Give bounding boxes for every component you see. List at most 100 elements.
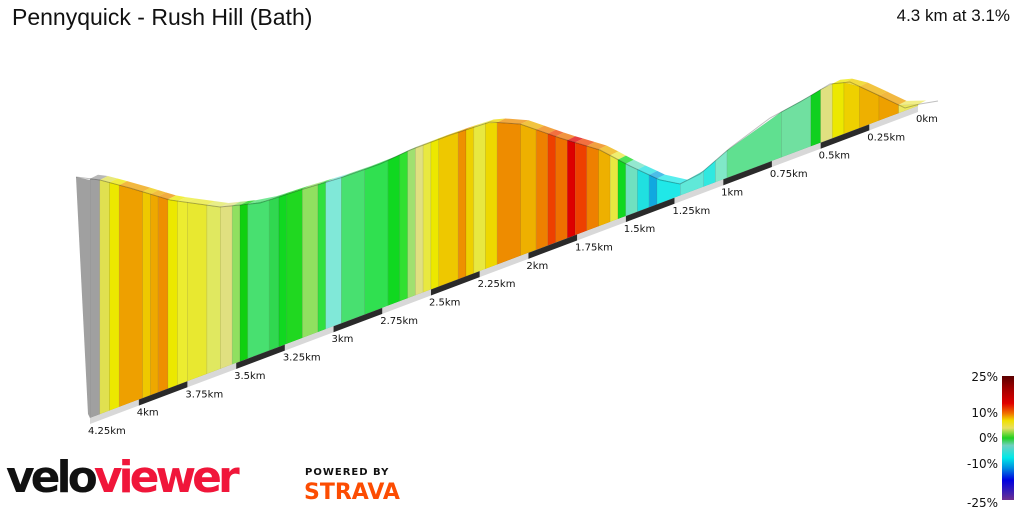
gradient-segment (268, 196, 280, 351)
segment-top-bevel (364, 156, 397, 170)
gradient-segment (99, 179, 110, 415)
segment-top-bevel (317, 178, 334, 185)
segment-top-bevel (567, 136, 584, 143)
segment-top-bevel (586, 142, 607, 150)
gradient-segment (520, 123, 537, 257)
segment-top-bevel (220, 201, 241, 207)
segment-summary: 4.3 km at 3.1% (896, 6, 1010, 25)
gradient-segment (247, 199, 270, 359)
gradient-segment (187, 202, 208, 382)
segment-top-bevel (119, 181, 151, 192)
axis-band-segment (187, 362, 237, 388)
legend-label-minus10: -10% (966, 457, 998, 471)
segment-top-bevel (625, 159, 646, 170)
gradient-segment (109, 182, 120, 412)
segment-top-bevel (399, 147, 416, 155)
gradient-segment (831, 82, 845, 139)
segment-top-bevel (617, 155, 634, 164)
distance-tick-label: 2.5km (429, 298, 460, 309)
gradient-segment (220, 205, 233, 370)
segment-top-bevel (247, 195, 278, 205)
gradient-segment (648, 174, 658, 208)
gradient-segment (325, 177, 342, 330)
gradient-segment (177, 200, 188, 386)
segment-title: Pennyquick - Rush Hill (Bath) (12, 4, 313, 30)
axis-band-segment (674, 179, 724, 204)
gradient-segment (150, 193, 159, 396)
axis-band-segment (430, 271, 480, 296)
gradient-segment (399, 150, 408, 302)
gradient-color-scale (1002, 376, 1014, 500)
segment-top-bevel (187, 198, 215, 206)
gradient-segment (142, 191, 151, 399)
legend-label-minus25: -25% (966, 496, 998, 510)
segment-top-bevel (555, 132, 576, 141)
gradient-segment (609, 154, 619, 223)
segment-top-bevel (150, 190, 167, 197)
segment-top-bevel (407, 143, 424, 152)
segment-top-bevel (843, 78, 868, 87)
legend-label-10: 10% (971, 406, 998, 420)
gradient-segment (438, 131, 459, 288)
gradient-segment (810, 89, 821, 147)
segment-top-bevel (520, 120, 545, 130)
segment-top-bevel (109, 178, 128, 186)
gradient-segment (567, 139, 576, 239)
distance-tick-label: 3.25km (283, 353, 321, 364)
distance-tick-label: 1.75km (575, 242, 613, 253)
segment-top-bevel (158, 192, 176, 200)
gradient-stripes (76, 78, 926, 419)
distance-tick-label: 4.25km (88, 426, 126, 437)
segment-top-bevel (142, 187, 159, 195)
distance-tick-label: 0.75km (770, 169, 808, 180)
segment-top-bevel (167, 195, 186, 202)
axis-band-segment (771, 142, 821, 168)
segment-top-bevel (898, 100, 926, 105)
axis-band-segment (625, 197, 675, 223)
distance-tick-label: 0km (916, 114, 938, 125)
segment-top-bevel (859, 82, 888, 96)
segment-top-bevel (473, 119, 494, 128)
gradient-segment (118, 184, 143, 408)
distance-axis: 0km 0.25km 0.5km 0.75km 1km 1.25km 1.5km 1.75km… (88, 106, 938, 437)
segment-top-bevel (637, 165, 658, 175)
profile-end-face (76, 177, 90, 418)
axis-band-segment (284, 326, 334, 351)
segment-top-bevel (232, 200, 249, 206)
segment-top-bevel (575, 138, 595, 147)
segment-top-bevel (325, 173, 350, 183)
segment-top-bevel (598, 145, 619, 156)
distance-tick-label: 3.75km (185, 389, 223, 400)
segment-top-bevel (485, 118, 506, 124)
segment-top-bevel (415, 141, 432, 148)
segment-top-bevel (649, 170, 665, 179)
legend-label-25: 25% (971, 370, 998, 384)
axis-band-segment (90, 399, 139, 424)
legend-label-0: 0% (978, 431, 998, 445)
distance-tick-label: 2km (526, 261, 548, 272)
gradient-segment (239, 203, 249, 362)
axis-band-segment (577, 216, 626, 241)
distance-tick-label: 1km (721, 187, 743, 198)
gradient-segment (617, 159, 627, 220)
axis-band-segment (869, 106, 918, 131)
segment-top-bevel (430, 135, 447, 143)
axis-band-segment (138, 381, 188, 406)
gradient-legend: 25% 10% 0% -10% -25% (960, 370, 1024, 512)
segment-top-bevel (458, 125, 475, 133)
segment-top-bevel (497, 118, 529, 125)
distance-tick-label: 2.25km (478, 279, 516, 290)
gradient-segment (422, 141, 432, 293)
segment-top-bevel (781, 91, 819, 112)
segment-top-bevel (278, 190, 295, 197)
gradient-segment (278, 193, 288, 348)
segment-top-bevel (302, 180, 326, 190)
gradient-segment (465, 126, 475, 277)
axis-band-segment (333, 307, 383, 333)
segment-top-bevel (240, 200, 256, 205)
segment-top-bevel (99, 175, 118, 183)
logo-viewer: viewer (93, 452, 240, 503)
gradient-segment (496, 122, 521, 266)
gradient-segment (820, 83, 833, 144)
logo-velo: velo (6, 452, 98, 503)
